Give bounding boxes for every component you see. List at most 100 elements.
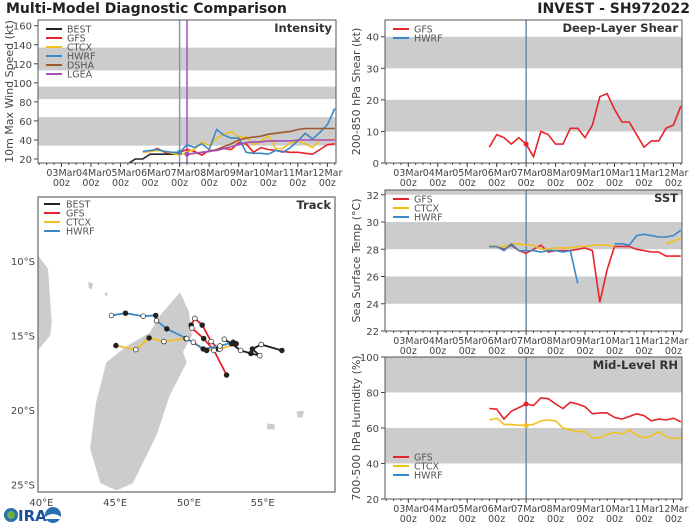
track-point-ctcx	[190, 339, 197, 346]
track-point-hwrf	[200, 346, 206, 352]
map-frame	[37, 196, 336, 493]
track-point-gfs	[200, 335, 207, 342]
track-point-hwrf	[122, 310, 129, 316]
y-tick-label: 20	[19, 155, 32, 166]
track-point-gfs	[189, 325, 195, 331]
y-tick-label: 60	[19, 117, 32, 128]
series-line-best	[105, 153, 180, 163]
x-tick-label: 00z	[547, 346, 564, 357]
track-point-best	[257, 352, 263, 359]
y-tick-label: 30	[366, 64, 379, 75]
legend-label: GFS	[67, 34, 86, 45]
x-tick-label: 07Mar	[511, 504, 541, 515]
legend-label: GFS	[414, 25, 433, 36]
x-tick-label: 11Mar	[629, 504, 659, 515]
panel-title: Mid-Level RH	[593, 358, 678, 372]
panel-title: SST	[654, 191, 678, 205]
x-tick-label: 06Mar	[482, 336, 512, 347]
x-tick-label: 04Mar	[423, 168, 453, 179]
legend-label: CTCX	[67, 43, 93, 54]
track-point-ctcx	[113, 342, 119, 349]
shear-panel: 01020304003Mar00z04Mar00z05Mar00z06Mar00…	[350, 19, 689, 189]
x-tick-label: 08Mar	[194, 168, 224, 179]
series-line-gfs	[489, 244, 681, 303]
y-tick-label: 120	[13, 60, 32, 71]
y-tick-label: 40	[366, 33, 379, 44]
x-tick-label: 00z	[488, 178, 505, 189]
x-tick-label: 00z	[577, 514, 594, 525]
storm-id: INVEST - SH972022	[537, 1, 690, 17]
track-point-best	[237, 347, 244, 354]
land-mass	[296, 410, 304, 418]
init-marker-hwrf	[177, 149, 183, 155]
x-tick-label: 05Mar	[452, 168, 482, 179]
x-tick-label: 00z	[606, 346, 623, 357]
x-tick-label: 00z	[429, 178, 446, 189]
x-tick-label: 00z	[171, 178, 188, 189]
x-tick-label: 00z	[429, 514, 446, 525]
y-axis-label: 200-850 hPa Shear (kt)	[350, 28, 363, 156]
series-line-hwrf	[142, 108, 336, 156]
x-tick-label: 00z	[459, 346, 476, 357]
x-tick-label: 12Mar	[658, 504, 688, 515]
x-tick-label: 03Mar	[393, 504, 423, 515]
x-tick-label: 08Mar	[541, 336, 571, 347]
series-line-ctcx	[142, 130, 335, 157]
series-line-lgea	[186, 139, 335, 155]
legend-label: GFS	[66, 209, 85, 220]
x-tick-label: 00z	[547, 178, 564, 189]
x-tick-label: 03Mar	[46, 168, 76, 179]
x-tick-label: 05Mar	[105, 168, 135, 179]
x-tick-label: 04Mar	[76, 168, 106, 179]
x-tick-label: 00z	[518, 514, 535, 525]
track-point-gfs	[199, 322, 205, 328]
track-point-hwrf	[183, 335, 190, 342]
plot-frame	[384, 189, 683, 332]
panel-title: Track	[297, 198, 332, 212]
x-tick-label: 07Mar	[165, 168, 195, 179]
page-title: Multi-Model Diagnostic Comparison	[6, 1, 287, 17]
x-tick-label: 00z	[400, 346, 417, 357]
track-point-hwrf	[217, 343, 223, 349]
track-point-gfs	[192, 315, 198, 322]
land-mass	[267, 423, 275, 430]
land-mass	[104, 292, 108, 297]
track-line-hwrf	[111, 312, 234, 350]
y-tick-label: 80	[19, 98, 32, 109]
legend-label: CTCX	[414, 462, 440, 473]
land-mass	[90, 292, 192, 491]
x-tick-label: 06Mar	[135, 168, 165, 179]
x-tick-label: 04Mar	[423, 504, 453, 515]
shaded-band	[385, 99, 682, 132]
x-tick-label: 03Mar	[393, 168, 423, 179]
land-mass	[88, 281, 93, 290]
x-tick-label: 00z	[518, 178, 535, 189]
lon-tick-label: 40°E	[29, 498, 53, 509]
shaded-band	[385, 276, 682, 304]
x-tick-label: 12Mar	[658, 336, 688, 347]
track-point-ctcx	[133, 346, 139, 353]
shaded-band	[385, 357, 682, 393]
y-axis-label: 700-500 hPa Humidity (%)	[350, 355, 363, 500]
y-tick-label: 26	[366, 273, 379, 284]
y-tick-label: 40	[366, 460, 379, 471]
init-marker-gfs	[523, 141, 529, 147]
x-tick-label: 00z	[488, 514, 505, 525]
x-tick-label: 05Mar	[452, 504, 482, 515]
x-tick-label: 00z	[665, 178, 682, 189]
y-tick-label: 24	[366, 300, 379, 311]
lat-tick-label: 10°S	[11, 257, 35, 268]
x-tick-label: 10Mar	[599, 336, 629, 347]
x-tick-label: 06Mar	[482, 168, 512, 179]
x-tick-label: 09Mar	[224, 168, 254, 179]
y-tick-label: 28	[366, 245, 379, 256]
track-point-hwrf	[152, 312, 159, 319]
legend-label: HWRF	[414, 471, 443, 482]
track-point-best	[279, 347, 285, 354]
x-tick-label: 00z	[635, 178, 652, 189]
y-tick-label: 32	[366, 191, 379, 202]
legend-label: CTCX	[414, 204, 440, 215]
legend-label: BEST	[66, 200, 91, 211]
x-tick-label: 06Mar	[482, 504, 512, 515]
plot-frame	[384, 356, 683, 500]
